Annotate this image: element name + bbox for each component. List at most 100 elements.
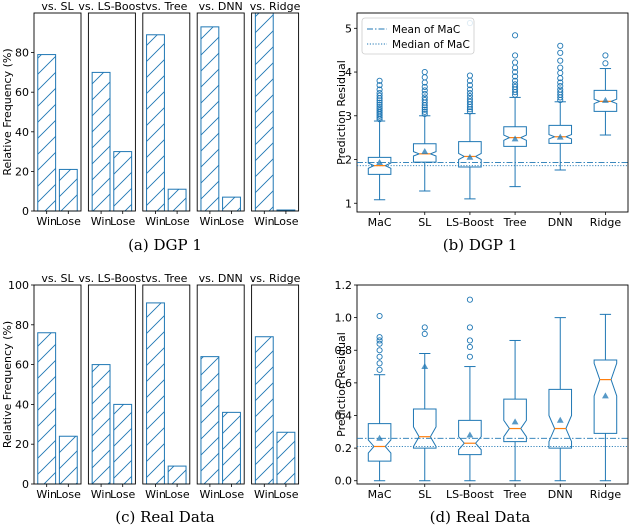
- outlier-point: [376, 99, 383, 106]
- outlier-point: [376, 360, 383, 367]
- mean-marker: [466, 431, 474, 438]
- bar-lose: [167, 188, 187, 212]
- chart-b-residual-box-dgp1: Prediction Residual 1 2 3 4 5 MaC SL LS-Boost Tre…: [335, 12, 629, 229]
- x-tick-label: LS-Boost: [446, 488, 494, 501]
- box-mac: MaC: [367, 77, 392, 229]
- box-body: [548, 124, 573, 144]
- box-dnn: DNN: [548, 317, 573, 501]
- subplot-title: vs. DNN: [199, 0, 243, 13]
- outlier-point: [421, 74, 428, 81]
- outlier-point: [602, 52, 609, 59]
- outlier-point: [421, 330, 428, 337]
- y-tick-label: 1.0: [335, 312, 353, 325]
- legend-label: Median of MaC: [392, 39, 470, 51]
- legend-label: Mean of MaC: [392, 24, 460, 36]
- box-body: [367, 156, 392, 175]
- y-tick-label: 20: [15, 438, 29, 451]
- outlier-point: [421, 324, 428, 331]
- mean-marker: [602, 96, 609, 103]
- box-body: [458, 419, 482, 456]
- x-tick-label: Lose: [273, 488, 298, 501]
- outlier-point: [421, 108, 428, 115]
- outlier-point: [421, 94, 428, 101]
- box-body: [503, 398, 527, 443]
- outlier-point: [466, 337, 473, 344]
- subplot-frame: [33, 12, 82, 212]
- mean-marker: [466, 153, 474, 160]
- x-tick-label: Win: [254, 488, 275, 501]
- outlier-point: [512, 83, 519, 90]
- subplot-title: vs. Ridge: [250, 0, 301, 13]
- outlier-point: [512, 81, 519, 88]
- y-tick-label: 60: [15, 86, 29, 99]
- y-tick-label: 5: [345, 22, 352, 35]
- x-tick-label: Lose: [219, 488, 244, 501]
- outlier-point: [376, 86, 383, 93]
- plot-frame: [356, 12, 629, 213]
- x-tick-label: Win: [91, 488, 112, 501]
- outlier-point: [376, 103, 383, 111]
- subplot-title: vs. LS-Boost: [78, 0, 146, 13]
- subplot-title: vs. Tree: [145, 0, 187, 13]
- bar-win: [37, 54, 57, 212]
- bar-win: [200, 26, 220, 212]
- x-tick-label: Ridge: [590, 216, 622, 229]
- box-ridge: Ridge: [590, 313, 621, 501]
- outlier-point: [376, 366, 383, 373]
- outlier-point: [466, 108, 473, 115]
- outlier-point: [466, 86, 473, 93]
- subplot-title: vs. SL: [41, 0, 74, 13]
- box-sl: SL: [412, 324, 437, 501]
- x-tick-label: Lose: [165, 488, 190, 501]
- subplot-title: vs. Ridge: [250, 272, 301, 285]
- box-sl: SL: [412, 68, 437, 229]
- outlier-point: [376, 337, 383, 344]
- outlier-point: [421, 90, 428, 97]
- outlier-point: [557, 79, 564, 86]
- y-tick-label: 0.2: [335, 442, 353, 455]
- subplot-frame: [251, 284, 300, 485]
- bar-win: [91, 364, 111, 485]
- outlier-point: [557, 42, 564, 49]
- x-tick-label: Win: [36, 215, 57, 228]
- outlier-point: [376, 107, 383, 114]
- outlier-point: [466, 296, 473, 303]
- y-tick-label: 0.6: [335, 377, 353, 390]
- x-tick-label: DNN: [548, 488, 573, 501]
- bar-win: [37, 332, 57, 485]
- outlier-point: [466, 89, 473, 97]
- subplot-frame: [87, 12, 136, 212]
- outlier-point: [376, 334, 383, 341]
- outlier-point: [557, 86, 564, 93]
- outlier-point: [421, 106, 428, 113]
- caption-b: (b) DGP 1: [443, 236, 518, 254]
- box-body: [412, 143, 437, 163]
- outlier-point: [512, 73, 519, 80]
- outlier-point: [557, 64, 564, 71]
- x-tick-label: Lose: [110, 215, 135, 228]
- bar-lose: [222, 196, 241, 212]
- outlier-point: [466, 82, 473, 89]
- mean-marker: [511, 418, 519, 425]
- x-tick-label: Win: [36, 488, 57, 501]
- box-dnn: DNN: [548, 42, 573, 229]
- x-tick-label: Tree: [503, 488, 527, 501]
- outlier-point: [557, 82, 564, 90]
- y-tick-label: 0: [22, 478, 29, 491]
- y-tick-label: 4: [345, 66, 352, 79]
- x-tick-label: MaC: [368, 216, 392, 229]
- mean-marker: [376, 158, 383, 165]
- x-tick-label: Win: [200, 488, 221, 501]
- outlier-point: [421, 68, 428, 76]
- y-tick-label: 0.4: [335, 409, 353, 422]
- bar-lose: [222, 411, 241, 485]
- bar-win: [146, 34, 165, 212]
- y-tick-label: 60: [15, 359, 29, 372]
- x-tick-label: DNN: [548, 216, 573, 229]
